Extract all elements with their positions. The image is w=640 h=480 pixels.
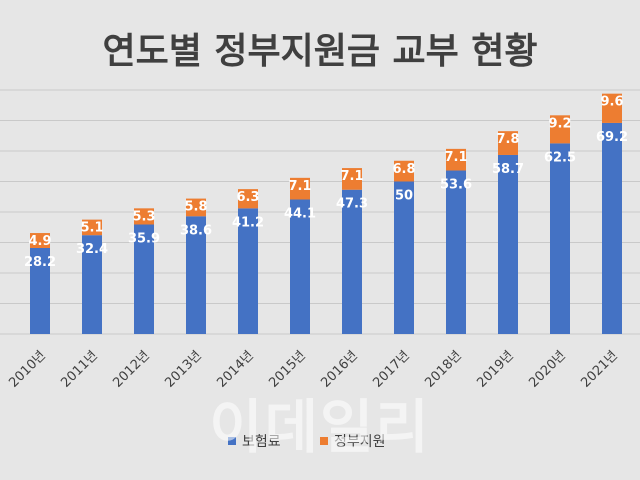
bar-보험료: [602, 122, 622, 334]
bar-보험료: [498, 154, 518, 334]
data-label-보험료: 38.6: [180, 223, 212, 238]
legend-swatch-보험료: [228, 437, 236, 445]
data-label-보험료: 69.2: [596, 130, 628, 145]
legend-swatch-정부지원: [320, 437, 328, 445]
bar-정부지원: [498, 131, 518, 155]
bar-정부지원: [238, 189, 258, 209]
data-label-정부지원: 9.6: [600, 95, 623, 110]
data-label-보험료: 47.3: [336, 197, 368, 212]
bar-정부지원: [550, 115, 570, 144]
bar-정부지원: [186, 198, 206, 217]
data-label-정부지원: 5.1: [80, 221, 103, 236]
data-label-정부지원: 7.1: [288, 179, 311, 194]
bar-보험료: [186, 216, 206, 334]
data-label-보험료: 32.4: [76, 242, 108, 257]
data-label-정부지원: 9.2: [548, 116, 571, 131]
bar-보험료: [238, 208, 258, 334]
bar-보험료: [342, 189, 362, 334]
data-label-정부지원: 6.8: [392, 162, 415, 177]
bar-보험료: [550, 143, 570, 334]
bar-정부지원: [602, 93, 622, 123]
data-label-보험료: 50: [395, 189, 413, 204]
bar-정부지원: [82, 219, 102, 236]
data-label-정부지원: 5.8: [184, 200, 207, 215]
data-label-보험료: 58.7: [492, 162, 524, 177]
legend-label-정부지원: 정부지원: [334, 434, 386, 450]
data-label-정부지원: 7.8: [496, 132, 519, 147]
bar-보험료: [394, 181, 414, 334]
bar-정부지원: [290, 177, 310, 200]
data-label-정부지원: 7.1: [340, 169, 363, 184]
bar-정부지원: [30, 233, 50, 248]
bar-정부지원: [446, 148, 466, 171]
data-label-정부지원: 5.3: [132, 209, 155, 224]
bar-보험료: [30, 247, 50, 334]
chart-title: 연도별 정부지원금 교부 현황: [102, 31, 538, 72]
bar-보험료: [446, 170, 466, 334]
data-label-보험료: 28.2: [24, 255, 56, 270]
data-label-보험료: 35.9: [128, 232, 160, 247]
data-label-보험료: 53.6: [440, 178, 472, 193]
data-label-보험료: 41.2: [232, 215, 264, 230]
data-label-보험료: 44.1: [284, 206, 316, 221]
watermark: 이데일리: [209, 393, 431, 461]
bar-보험료: [134, 224, 154, 334]
bar-보험료: [82, 235, 102, 334]
legend-label-보험료: 보험료: [242, 434, 281, 450]
bar-정부지원: [342, 168, 362, 190]
bar-보험료: [290, 199, 310, 334]
data-label-정부지원: 7.1: [444, 150, 467, 165]
data-label-정부지원: 4.9: [28, 234, 51, 249]
bar-정부지원: [394, 160, 414, 182]
bar-정부지원: [134, 208, 154, 225]
data-label-정부지원: 6.3: [236, 190, 259, 205]
data-label-보험료: 62.5: [544, 150, 576, 165]
